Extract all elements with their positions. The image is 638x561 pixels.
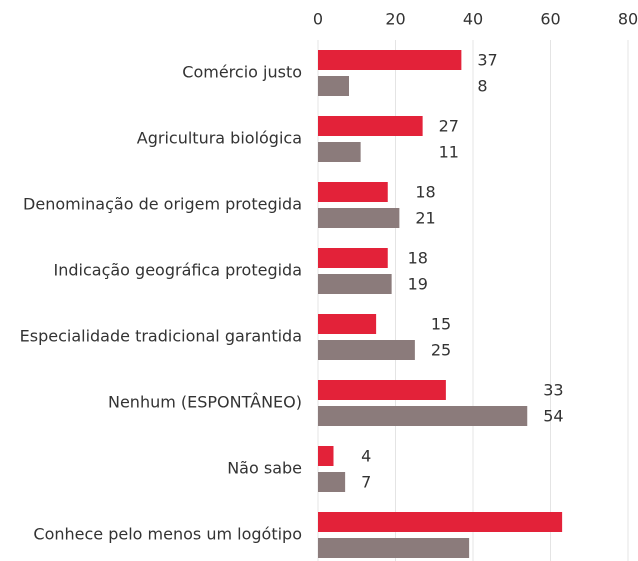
value-label: 4 [361,447,371,466]
bar [318,380,446,400]
value-label: 33 [543,381,563,400]
value-label: 25 [431,341,451,360]
value-label: 37 [477,51,497,70]
bar [318,50,462,70]
value-label: 18 [408,249,428,268]
bar [318,512,563,532]
category-label: Comércio justo [182,63,302,82]
category-label: Denominação de origem protegida [23,195,302,214]
value-label: 7 [361,473,371,492]
category-label: Conhece pelo menos um logótipo [33,525,302,544]
bar [318,76,349,96]
category-label: Agricultura biológica [137,129,302,148]
bar [318,208,400,228]
bar [318,274,392,294]
category-label: Indicação geográfica protegida [54,261,302,280]
bar [318,116,423,136]
value-label: 19 [408,275,428,294]
value-label: 27 [439,117,459,136]
x-tick-label: 20 [385,10,405,29]
value-label: 15 [431,315,451,334]
bar [318,314,377,334]
bar [318,182,388,202]
x-tick-label: 60 [540,10,560,29]
bar [318,538,470,558]
value-label: 11 [439,143,459,162]
bar [318,446,334,466]
category-label: Especialidade tradicional garantida [20,327,302,346]
bar [318,142,361,162]
bar [318,472,346,492]
bar [318,340,415,360]
bar [318,248,388,268]
value-label: 8 [477,77,487,96]
x-tick-label: 40 [463,10,483,29]
value-label: 18 [415,183,435,202]
bar [318,406,528,426]
category-label: Não sabe [227,459,302,478]
category-label: Nenhum (ESPONTÂNEO) [108,393,302,412]
value-label: 21 [415,209,435,228]
x-tick-label: 0 [313,10,323,29]
x-tick-label: 80 [618,10,638,29]
value-label: 54 [543,407,563,426]
